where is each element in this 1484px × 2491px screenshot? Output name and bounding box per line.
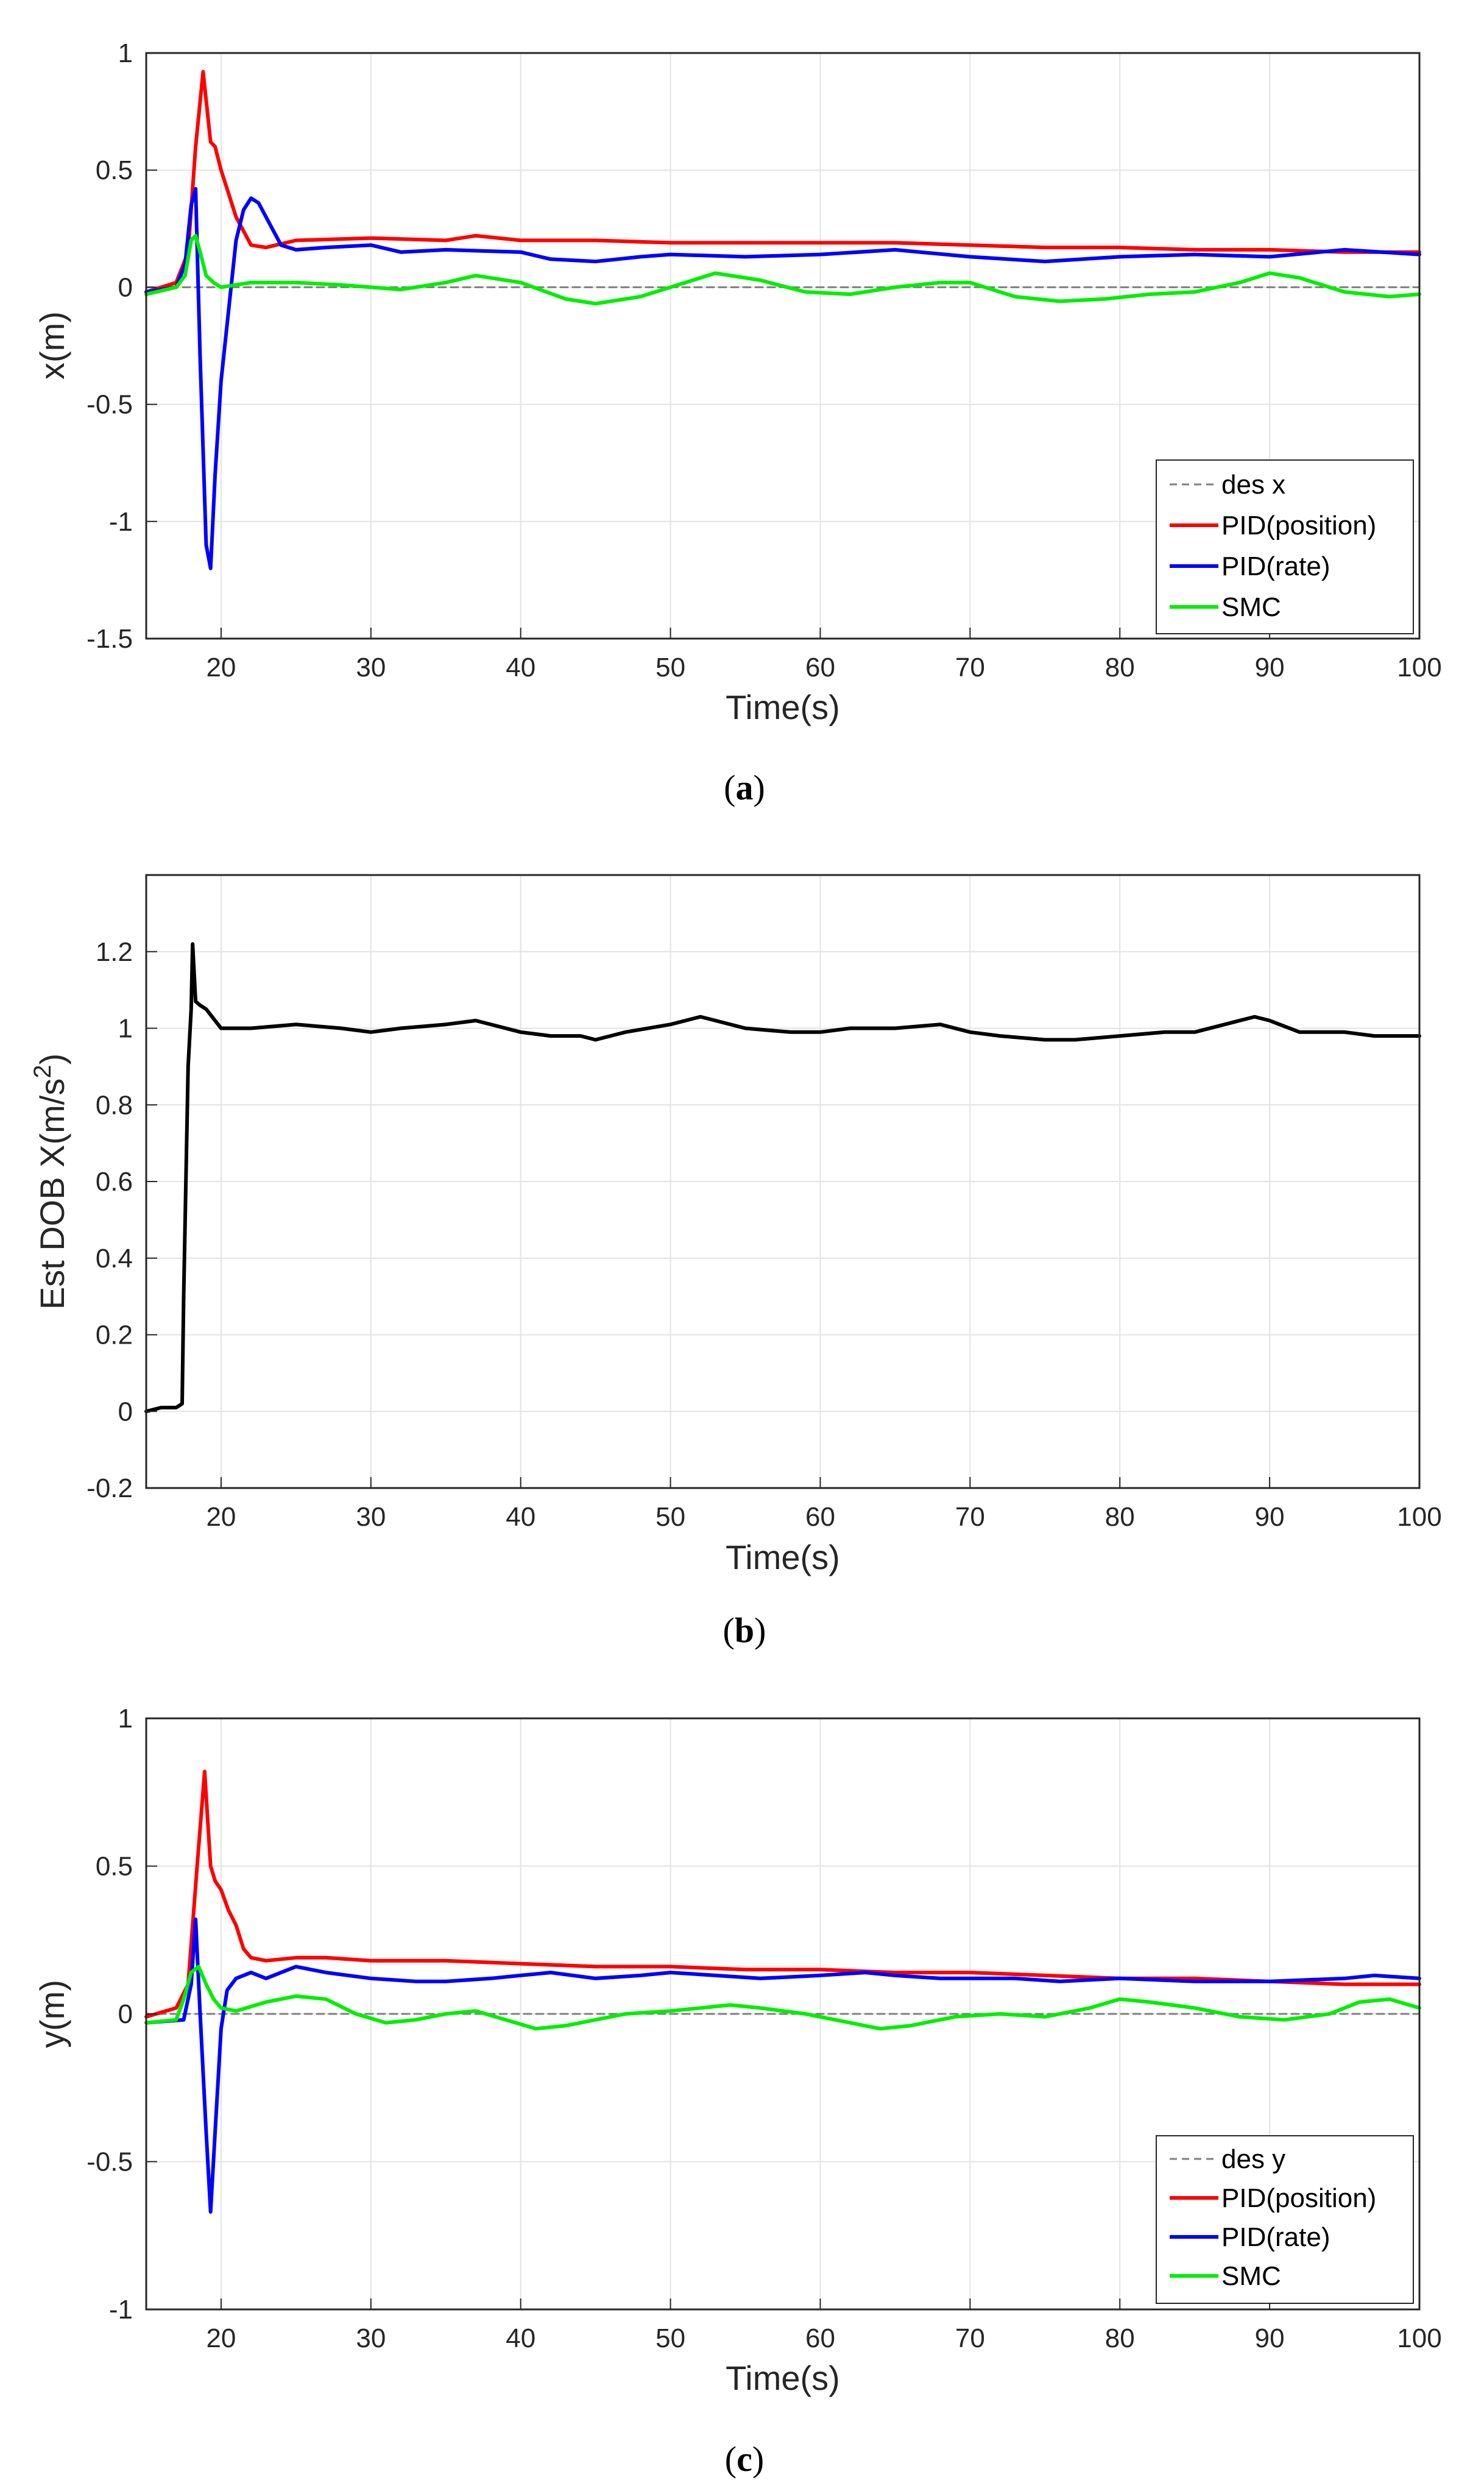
legend: des x PID(position) PID(rate) SMC — [1156, 459, 1414, 634]
x-tick-label: 80 — [1105, 2323, 1135, 2353]
y-tick-label: 0 — [118, 1999, 133, 2029]
x-tick-label: 30 — [356, 653, 386, 682]
y-tick-label: -1 — [109, 2295, 133, 2325]
x-tick-label: 60 — [805, 1502, 835, 1532]
series-line-smc — [144, 233, 1421, 306]
y-tick-label: -1 — [109, 507, 133, 537]
x-tick-label: 80 — [1105, 1502, 1135, 1532]
x-tick-label: 100 — [1397, 1502, 1441, 1532]
x-tick-label: 50 — [655, 653, 685, 682]
x-tick-label: 50 — [655, 2323, 685, 2353]
y-tick-label: 0.6 — [96, 1167, 133, 1197]
x-tick-label: 100 — [1397, 653, 1441, 682]
panel-caption-label: a — [736, 768, 754, 807]
legend: des y PID(position) PID(rate) SMC — [1156, 2135, 1414, 2304]
x-tick-label: 60 — [805, 2323, 835, 2353]
y-tick-label: 0.5 — [96, 155, 133, 185]
y-tick-label: -1.5 — [87, 624, 133, 654]
y-tick-label: 0.2 — [96, 1320, 133, 1350]
panel-caption: (c) — [725, 2439, 764, 2479]
legend-label-pid-position: PID(position) — [1221, 2183, 1376, 2213]
y-axis-label-text: Est DOB X(m/s — [33, 1079, 71, 1310]
x-tick-label: 90 — [1255, 2323, 1285, 2353]
x-tick-label: 80 — [1105, 653, 1135, 682]
x-tick-label: 90 — [1255, 1502, 1285, 1532]
legend-label-des-x: des x — [1221, 470, 1285, 500]
panel-caption-label: c — [737, 2439, 752, 2479]
y-axis-label-superscript: 2 — [29, 1065, 56, 1078]
x-axis-label: Time(s) — [726, 688, 840, 726]
x-tick-label: 20 — [206, 653, 236, 682]
x-axis-label: Time(s) — [726, 1538, 840, 1576]
chart-panel-b: 20 30 40 50 60 70 80 90 100 -0.2 0 0.2 0.4 0.6 0.8 1 1.2… — [29, 874, 1442, 1650]
x-tick-label: 30 — [356, 2323, 386, 2353]
series-line-pid-rate — [144, 1917, 1421, 2214]
y-tick-label: 0.5 — [96, 1852, 133, 1882]
legend-box — [1156, 459, 1414, 634]
y-tick-label: -0.5 — [87, 2147, 133, 2177]
x-tick-label: 20 — [206, 2323, 236, 2353]
y-tick-label: 0.4 — [96, 1244, 133, 1274]
legend-label-pid-rate: PID(rate) — [1221, 2222, 1330, 2252]
x-tick-label: 90 — [1255, 653, 1285, 682]
series-line-est-dob-x — [144, 942, 1421, 1414]
y-tick-label: 0 — [118, 1397, 133, 1426]
y-tick-label: 0.8 — [96, 1090, 133, 1120]
series-line-pid-position — [144, 69, 1421, 294]
legend-label-pid-position: PID(position) — [1221, 511, 1376, 540]
panel-caption: (b) — [723, 1610, 766, 1650]
x-tick-label: 20 — [206, 1502, 236, 1532]
x-tick-label: 30 — [356, 1502, 386, 1532]
y-axis-label: y(m) — [33, 1980, 71, 2048]
legend-label-smc: SMC — [1221, 592, 1281, 622]
panel-caption: (a) — [724, 768, 765, 807]
series-line-smc — [144, 1965, 1421, 2031]
legend-label-des-y: des y — [1221, 2144, 1285, 2174]
x-tick-label: 70 — [955, 1502, 985, 1532]
x-tick-label: 70 — [955, 2323, 985, 2353]
chart-panel-c: 20 30 40 50 60 70 80 90 100 -1 -0.5 0 0.5 1 Time(s) y… — [33, 1704, 1442, 2479]
x-tick-label: 60 — [805, 653, 835, 682]
x-tick-label: 40 — [506, 1502, 535, 1532]
y-tick-label: 1.2 — [96, 937, 133, 967]
y-tick-label: 0 — [118, 272, 133, 302]
series-line-pid-rate — [144, 187, 1421, 570]
y-axis-label-close: ) — [33, 1054, 71, 1065]
x-axis-label: Time(s) — [726, 2359, 840, 2397]
y-axis-label: x(m) — [33, 311, 71, 380]
y-tick-label: 1 — [118, 1704, 133, 1734]
x-tick-label: 40 — [506, 2323, 535, 2353]
chart-panel-a: 20 30 40 50 60 70 80 90 100 -1.5 -1 -0.5 0 0.5 1 Time(… — [33, 38, 1442, 807]
series-line-pid-position — [144, 1770, 1421, 2019]
y-axis-label: Est DOB X(m/s2) — [29, 1054, 71, 1310]
x-tick-label: 50 — [655, 1502, 685, 1532]
x-tick-label: 100 — [1397, 2323, 1441, 2353]
y-tick-label: -0.2 — [87, 1473, 133, 1503]
x-tick-label: 40 — [506, 653, 535, 682]
legend-label-pid-rate: PID(rate) — [1221, 551, 1330, 581]
y-tick-label: -0.5 — [87, 390, 133, 420]
y-tick-label: 1 — [118, 38, 133, 68]
y-tick-label: 1 — [118, 1014, 133, 1044]
panel-caption-label: b — [735, 1610, 754, 1650]
x-tick-label: 70 — [955, 653, 985, 682]
axes-frame — [145, 52, 1421, 640]
legend-label-smc: SMC — [1221, 2261, 1281, 2291]
